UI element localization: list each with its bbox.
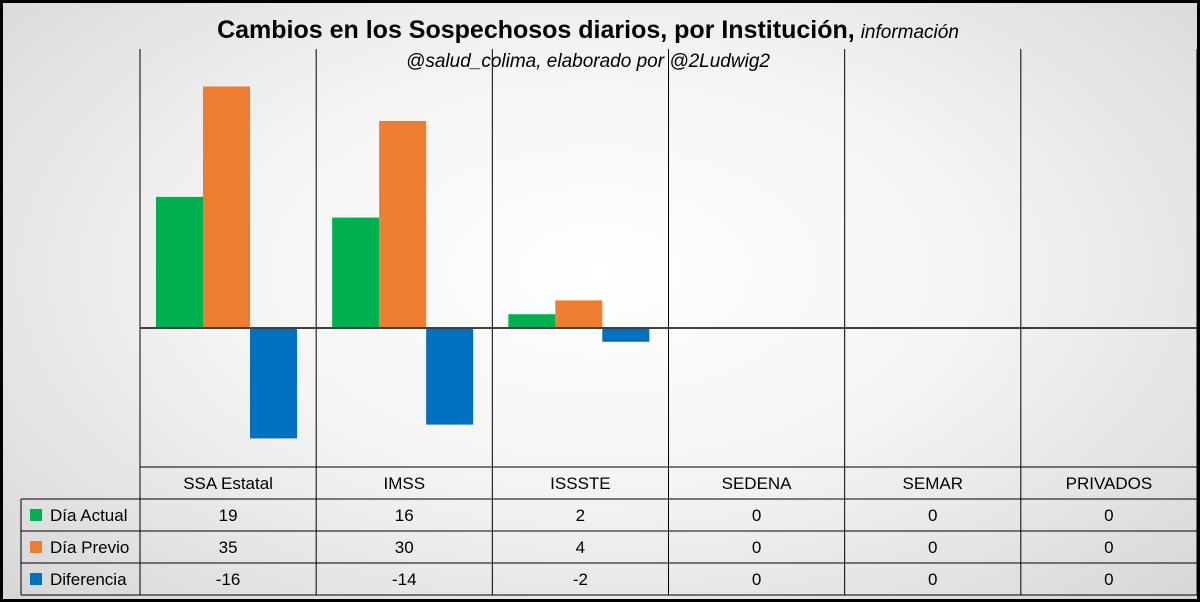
data-table-value: 4 (576, 538, 585, 557)
data-table-value: 16 (395, 506, 414, 525)
category-label: PRIVADOS (1066, 474, 1153, 493)
bar-día-actual-ssa-estatal (156, 196, 203, 328)
bar-diferencia-imss (426, 328, 474, 425)
category-label: IMSS (383, 474, 425, 493)
bar-día-previo-ssa-estatal (203, 86, 250, 328)
data-table-value: 2 (576, 506, 585, 525)
legend-label: Día Previo (50, 538, 129, 557)
chart-title-suffix: información (860, 22, 959, 43)
bar-día-actual-imss (332, 217, 380, 328)
data-table-value: 0 (928, 538, 937, 557)
data-table-value: 0 (1104, 506, 1113, 525)
data-table-value: -14 (392, 570, 417, 589)
data-table-value: -2 (573, 570, 588, 589)
chart-subtitle: @salud_colima, elaborado por @2Ludwig2 (406, 51, 770, 73)
legend-swatch (30, 541, 42, 553)
chart-title: Cambios en los Sospechosos diarios, por … (217, 16, 855, 44)
category-label: SEDENA (722, 474, 793, 493)
data-table-value: 0 (752, 538, 761, 557)
data-table-value: 19 (219, 506, 238, 525)
bar-día-previo-imss (379, 121, 427, 328)
bar-día-actual-issste (508, 314, 556, 328)
chart-svg: SSA Estatal IMSS ISSSTE SEDENA SEMAR PRIVADOS… (20, 49, 1197, 596)
data-table-value: -16 (216, 570, 241, 589)
category-label: SEMAR (903, 474, 963, 493)
data-table-value: 0 (928, 506, 937, 525)
chart-title-block: Cambios en los Sospechosos diarios, por … (3, 15, 1173, 74)
data-table-value: 0 (1104, 570, 1113, 589)
legend-swatch (30, 573, 42, 585)
bar-diferencia-ssa-estatal (250, 328, 297, 439)
legend-label: Día Actual (50, 506, 128, 525)
category-label: SSA Estatal (183, 474, 273, 493)
data-table-value: 0 (752, 506, 761, 525)
data-table-value: 0 (928, 570, 937, 589)
data-table-value: 0 (1104, 538, 1113, 557)
data-table-value: 35 (219, 538, 238, 557)
legend-swatch (30, 509, 42, 521)
bar-diferencia-issste (602, 328, 650, 342)
legend-label: Diferencia (50, 570, 127, 589)
data-table-value: 30 (395, 538, 414, 557)
category-label: ISSSTE (550, 474, 610, 493)
data-table-value: 0 (752, 570, 761, 589)
bar-día-previo-issste (555, 300, 603, 328)
